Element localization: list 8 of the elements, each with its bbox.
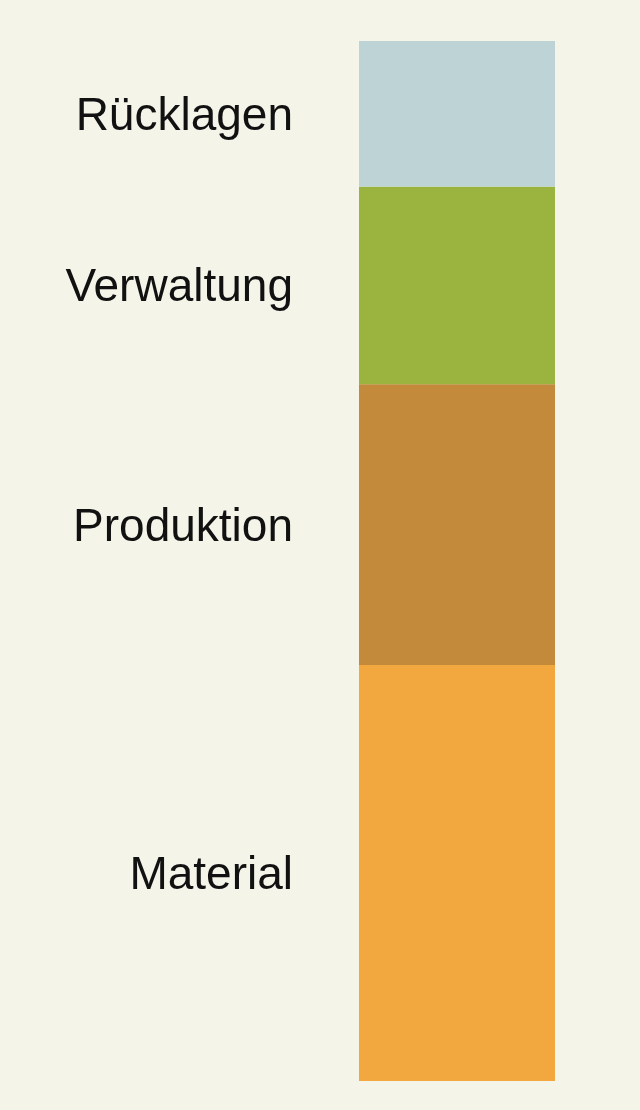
bar xyxy=(359,41,555,187)
series-label: Rücklagen xyxy=(75,87,293,140)
bar xyxy=(359,384,555,665)
series-label: Material xyxy=(129,847,293,899)
bar xyxy=(359,665,555,1081)
series-label: Verwaltung xyxy=(65,259,293,312)
series-label: Produktion xyxy=(73,498,293,551)
bar xyxy=(359,186,555,385)
